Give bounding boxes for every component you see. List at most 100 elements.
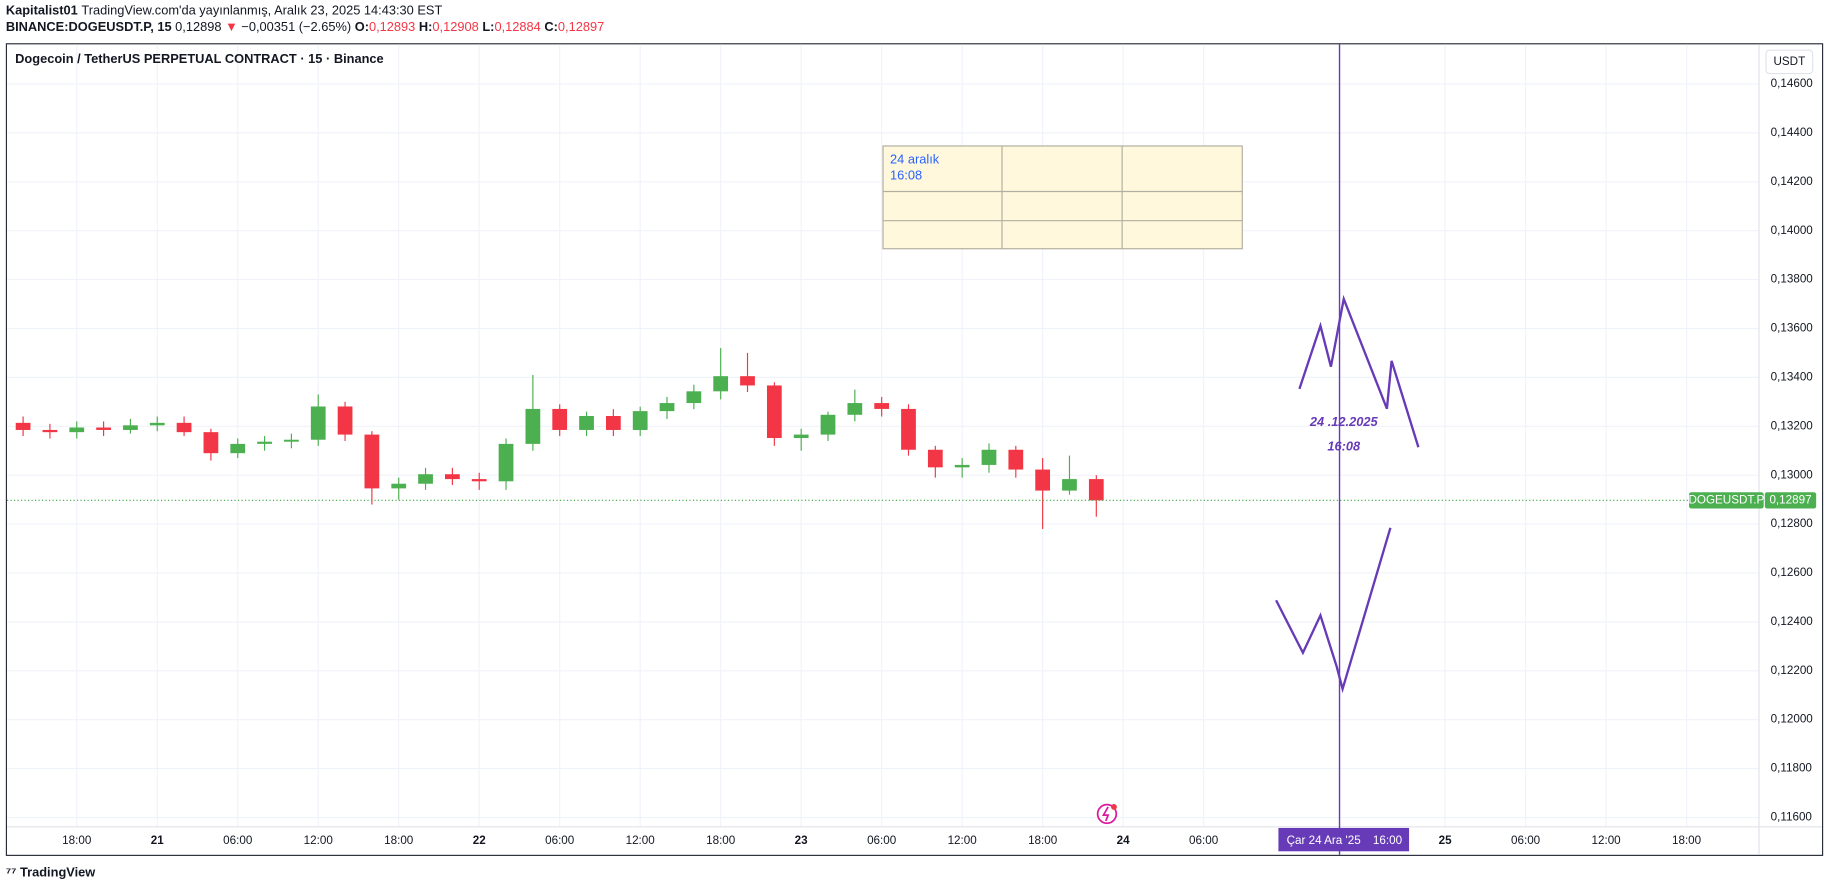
y-tick-label: 0,12800 — [1771, 517, 1814, 530]
candle-body — [740, 376, 755, 386]
header-line-2: BINANCE:DOGEUSDT.P, 15 0,12898 ▼ −0,0035… — [6, 19, 604, 34]
y-tick-label: 0,14000 — [1771, 224, 1814, 237]
unit-box — [1765, 49, 1814, 75]
x-tick-label: 18:00 — [1672, 834, 1702, 847]
candle-body — [1035, 469, 1051, 491]
candle-body — [230, 443, 246, 454]
candle-body — [418, 474, 433, 484]
x-tick-label: 18:00 — [384, 834, 414, 847]
candle-body — [874, 403, 890, 409]
header-line-1: Kapitalist01 TradingView.com'da yayınlan… — [6, 3, 443, 18]
x-tick-label: 18:00 — [706, 834, 736, 847]
candle-body — [391, 483, 407, 489]
arrow: ▼ — [225, 19, 238, 34]
zigzag-drawing — [1298, 294, 1420, 448]
brand: ⁷⁷ TradingView — [6, 865, 95, 880]
drawing-text: 24 .12.2025 — [1309, 414, 1379, 429]
zigzag-drawing — [1275, 527, 1392, 694]
symbol: BINANCE:DOGEUSDT.P, 15 — [6, 19, 172, 34]
candle-body — [96, 427, 111, 430]
low: 0,12884 — [494, 19, 540, 34]
drawing-text: 16:08 — [1327, 439, 1361, 454]
symbol-label: DOGEUSDT.P — [1688, 493, 1764, 506]
candle-body — [337, 406, 353, 435]
candle-body — [686, 391, 702, 404]
candle-body — [149, 422, 165, 426]
high-label: H: — [419, 19, 433, 34]
candle-body — [203, 432, 219, 454]
low-label: L: — [482, 19, 494, 34]
x-tick-label: 21 — [151, 834, 164, 847]
y-tick-label: 0,12200 — [1771, 664, 1814, 677]
candle-body — [176, 422, 192, 433]
candle-body — [605, 416, 621, 430]
x-tick-label: 06:00 — [1511, 834, 1541, 847]
marker-time: 16:00 — [1373, 834, 1403, 847]
candle-body — [310, 406, 326, 440]
lightning-icon — [1096, 803, 1118, 825]
candle-body — [713, 376, 729, 392]
candle-body — [284, 439, 299, 442]
x-tick-label: 18:00 — [62, 834, 92, 847]
x-tick-label: 06:00 — [545, 834, 575, 847]
y-tick-label: 0,14600 — [1771, 77, 1814, 90]
close-label: C: — [544, 19, 558, 34]
candle-body — [15, 422, 31, 430]
x-tick-label: 12:00 — [948, 834, 978, 847]
x-tick-label: 12:00 — [626, 834, 656, 847]
price-label: 0,12897 — [1769, 493, 1811, 506]
y-tick-label: 0,12600 — [1771, 566, 1814, 579]
candle-body — [42, 429, 58, 433]
x-tick-label: 06:00 — [867, 834, 897, 847]
x-tick-label: 23 — [795, 834, 808, 847]
y-tick-label: 0,13400 — [1771, 370, 1814, 383]
candle-body — [793, 434, 809, 439]
candle-body — [471, 479, 487, 482]
symbol-tag — [1689, 492, 1764, 509]
x-tick-label: 06:00 — [1189, 834, 1219, 847]
candle-body — [552, 408, 568, 430]
high: 0,12908 — [432, 19, 478, 34]
brand-name: TradingView — [20, 865, 95, 880]
plot — [15, 348, 1104, 529]
publisher: Kapitalist01 — [6, 3, 78, 18]
price: 0,12898 — [175, 19, 221, 34]
y-tick-label: 0,11600 — [1771, 811, 1813, 824]
unit: USDT — [1773, 55, 1805, 68]
y-tick-label: 0,14200 — [1771, 175, 1814, 188]
note-box — [882, 145, 1243, 250]
x-tick-label: 06:00 — [223, 834, 253, 847]
marker-date: Çar 24 Ara '25 — [1287, 834, 1361, 847]
candle-body — [901, 408, 916, 450]
y-tick-label: 0,13800 — [1771, 273, 1814, 286]
x-tick-label: 25 — [1439, 834, 1452, 847]
x-tick-label: 24 — [1117, 834, 1130, 847]
note-text: 16:08 — [890, 168, 922, 183]
candle-body — [364, 434, 380, 489]
brand-icon: ⁷⁷ — [6, 865, 20, 880]
candle-body — [1062, 479, 1077, 491]
x-tick-label: 12:00 — [304, 834, 334, 847]
x-tick-label: 18:00 — [1028, 834, 1058, 847]
candle-body — [632, 411, 648, 430]
y-tick-label: 0,12000 — [1771, 713, 1814, 726]
candle-body — [981, 449, 997, 465]
price-tag — [1764, 492, 1817, 509]
candle-body — [445, 474, 460, 480]
candle-body — [525, 408, 541, 444]
chart-title: Dogecoin / TetherUS PERPETUAL CONTRACT ·… — [15, 51, 384, 66]
candle-body — [847, 403, 863, 415]
candle-body — [1008, 449, 1024, 470]
y-tick-label: 0,13200 — [1771, 419, 1814, 432]
note-table: 24 aralık 16:08 — [882, 145, 1243, 250]
published: TradingView.com'da yayınlanmış, Aralık 2… — [81, 3, 442, 18]
change: −0,00351 (−2.65%) — [241, 19, 351, 34]
x-tick-label: 12:00 — [1592, 834, 1622, 847]
y-tick-label: 0,13600 — [1771, 322, 1814, 335]
open-label: O: — [355, 19, 369, 34]
close: 0,12897 — [558, 19, 604, 34]
candle-body — [498, 443, 514, 482]
candle-body — [766, 385, 782, 439]
